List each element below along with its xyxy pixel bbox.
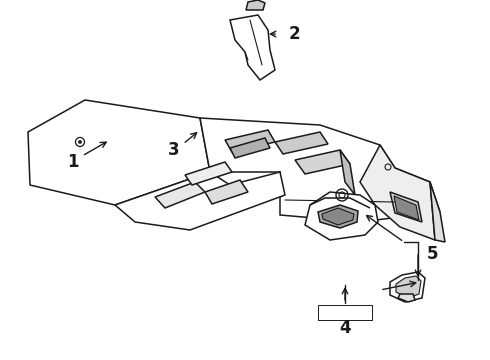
Polygon shape (28, 100, 210, 205)
Polygon shape (205, 180, 248, 204)
Text: 3: 3 (168, 141, 180, 159)
Text: 1: 1 (67, 153, 79, 171)
Text: 5: 5 (426, 245, 438, 263)
Polygon shape (390, 272, 425, 302)
Text: 4: 4 (339, 319, 351, 337)
Polygon shape (225, 130, 275, 152)
Polygon shape (305, 192, 378, 240)
Polygon shape (295, 150, 350, 174)
Polygon shape (155, 182, 205, 208)
Polygon shape (115, 172, 285, 230)
Text: 2: 2 (288, 25, 300, 43)
Polygon shape (230, 138, 270, 158)
Polygon shape (246, 0, 265, 10)
Polygon shape (398, 294, 415, 302)
Polygon shape (185, 162, 232, 185)
Polygon shape (318, 205, 358, 228)
Polygon shape (360, 145, 435, 240)
Polygon shape (396, 276, 421, 298)
Polygon shape (340, 150, 355, 195)
Polygon shape (200, 118, 440, 222)
Polygon shape (322, 208, 354, 225)
Polygon shape (390, 192, 422, 222)
Polygon shape (394, 196, 419, 220)
Polygon shape (230, 15, 275, 80)
Polygon shape (275, 132, 328, 154)
Circle shape (78, 140, 81, 144)
Polygon shape (430, 182, 445, 242)
